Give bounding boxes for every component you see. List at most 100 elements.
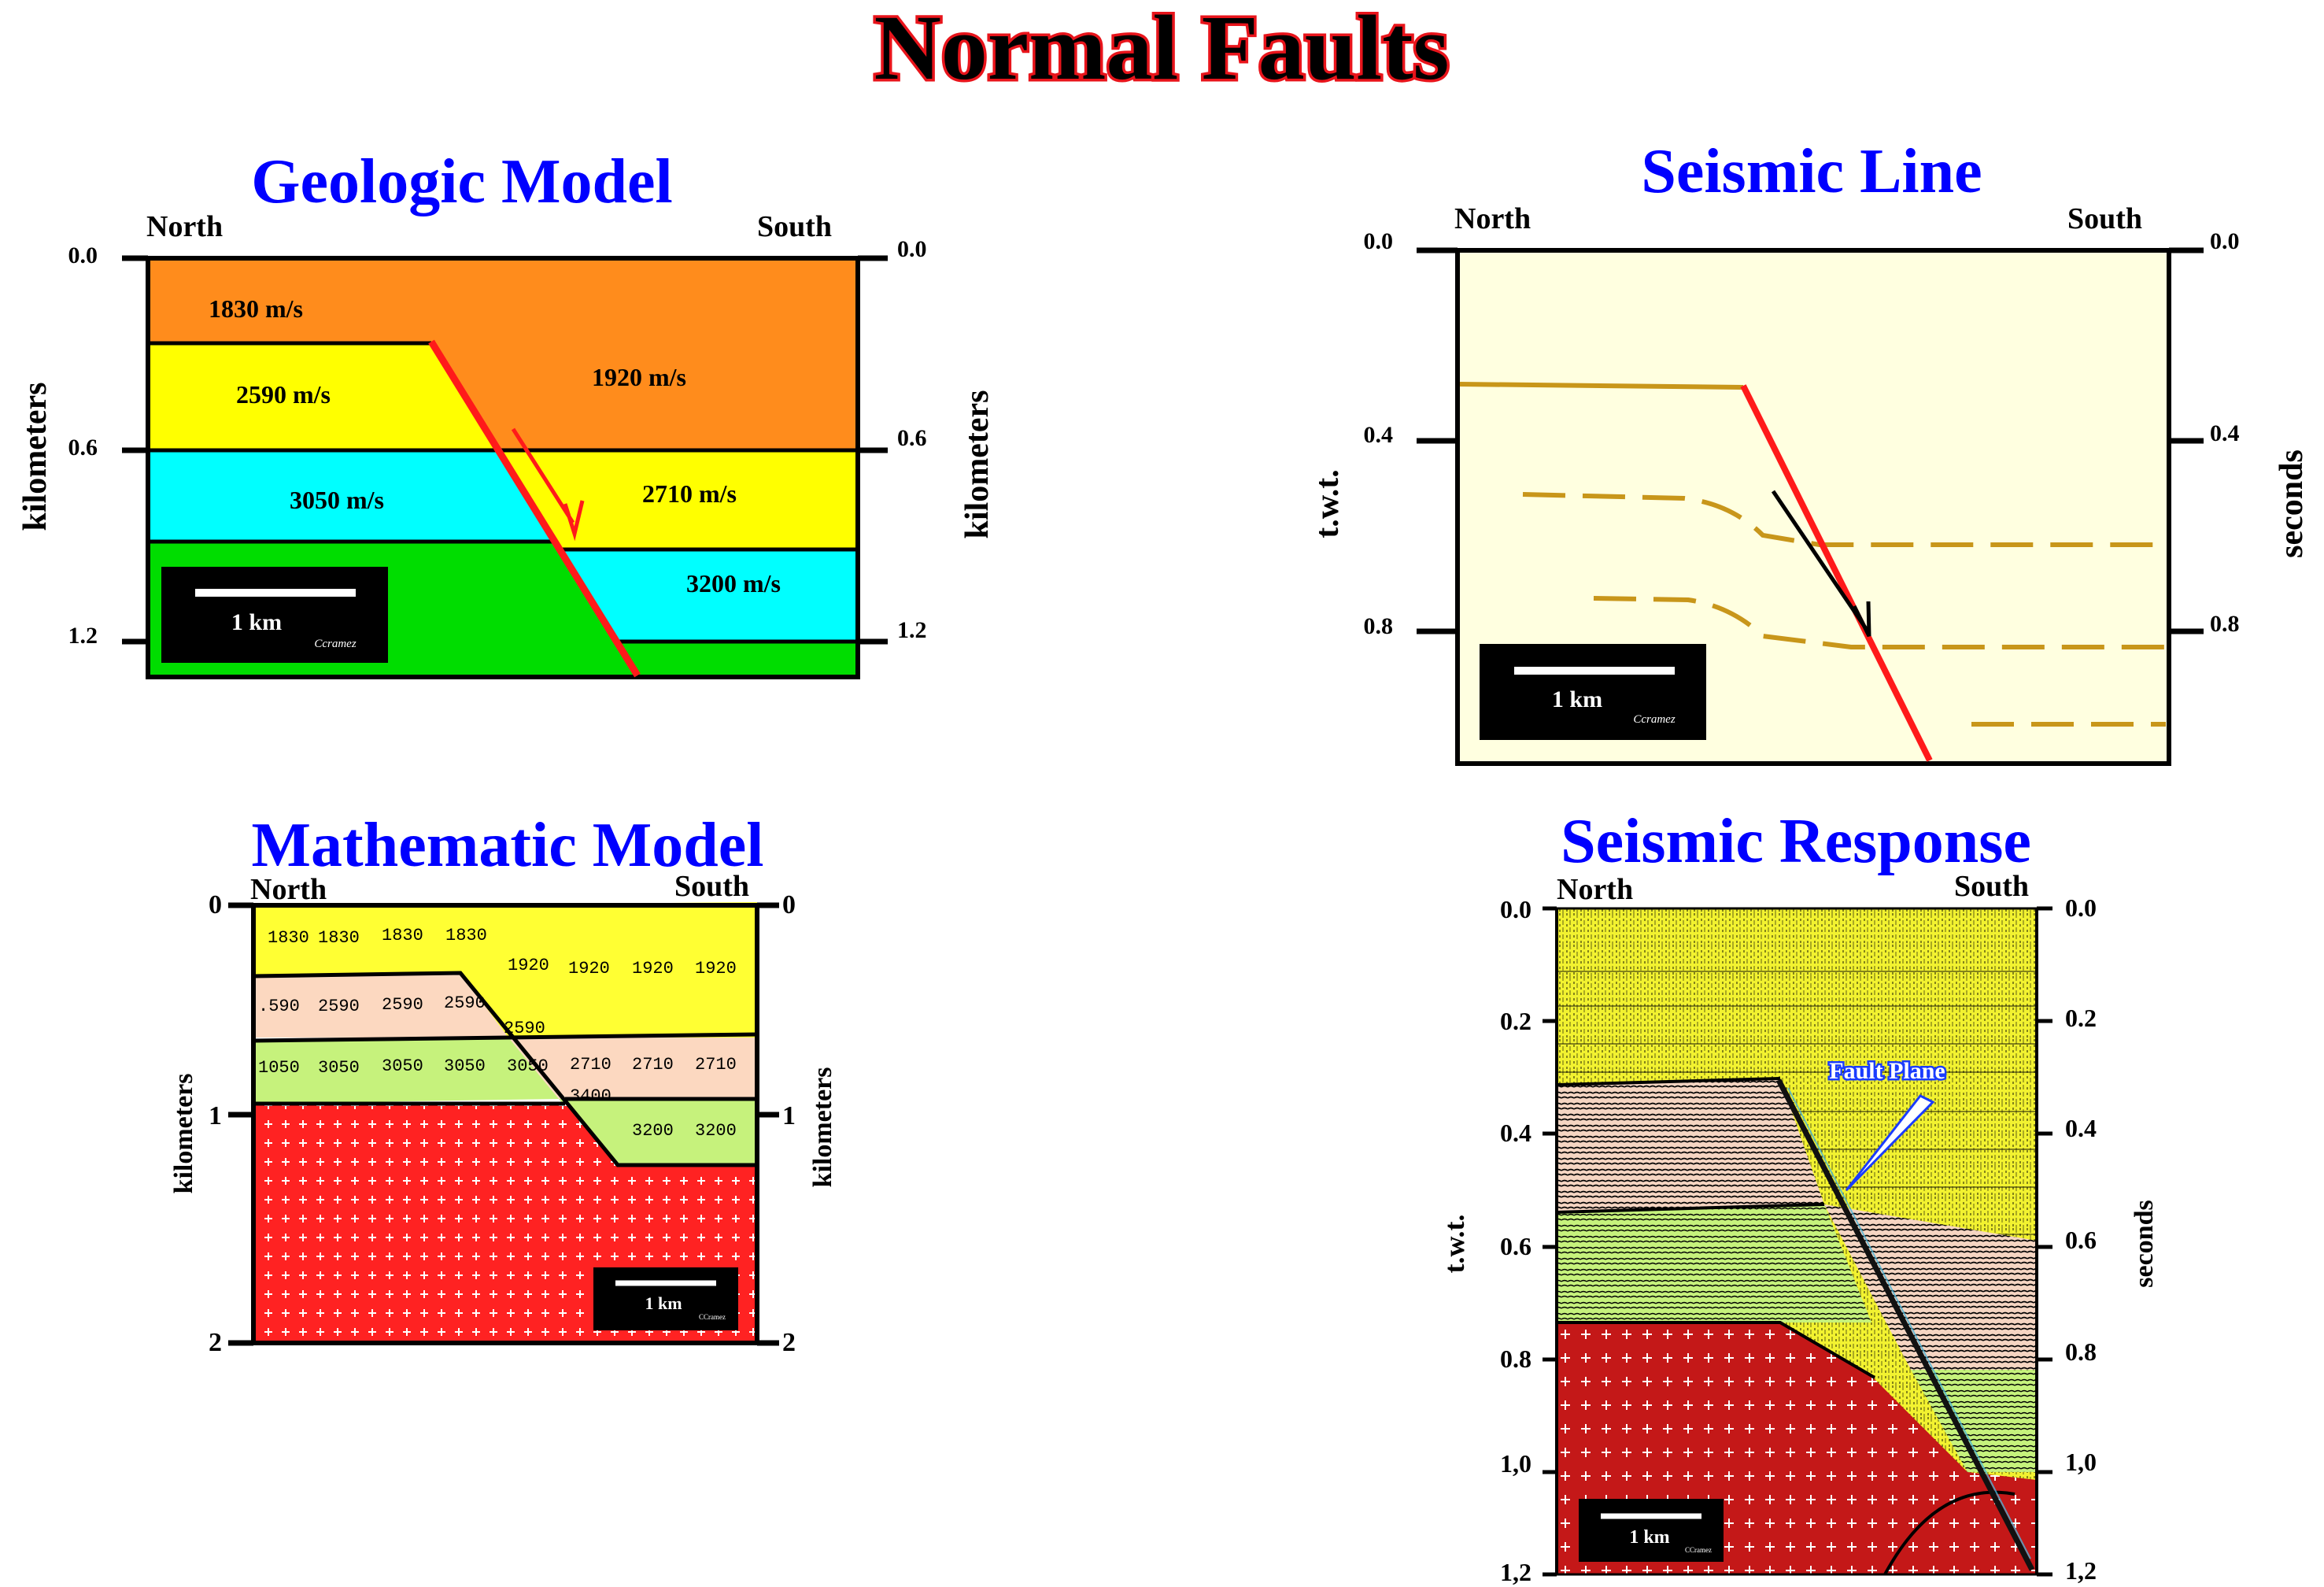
scale-bar-label: 1 km — [645, 1293, 682, 1313]
layer-cyan-north — [148, 450, 552, 542]
velocity-label: 1920 m/s — [592, 363, 686, 391]
layer-cyan-south — [560, 549, 858, 642]
math-value: 2710 — [695, 1055, 737, 1075]
horizon-dashed — [1593, 596, 2166, 649]
right-tick-label: 0.0 — [2210, 228, 2240, 254]
right-tick-label: 1.2 — [897, 617, 927, 643]
credit-label: CCramez — [1685, 1546, 1712, 1554]
left-tick-label: 0.4 — [1500, 1119, 1531, 1147]
math-value: 2710 — [570, 1055, 611, 1075]
left-axis-label: kilometers — [17, 383, 54, 531]
fault-plane-highlight — [1787, 1087, 2031, 1559]
layer-green-south — [615, 642, 858, 677]
velocity-label: 2710 m/s — [642, 479, 737, 508]
math-value: 3400 — [570, 1086, 611, 1106]
left-tick-label: 1.2 — [68, 623, 98, 649]
south-label: South — [757, 210, 832, 243]
math-layer-green-south — [559, 1099, 757, 1165]
math-value: 1830 — [382, 926, 423, 945]
right-tick-label: 0.8 — [2210, 611, 2240, 637]
right-axis-ticks — [858, 255, 888, 645]
math-value: 1830 — [268, 928, 309, 948]
math-value: 1920 — [695, 959, 737, 978]
right-tick-label: 0.4 — [2210, 420, 2240, 446]
left-tick-label: 1,0 — [1500, 1449, 1531, 1478]
right-axis-ticks — [2169, 247, 2204, 634]
left-tick-label: 1 — [209, 1101, 222, 1130]
fault-plane-pointer — [1845, 1094, 1935, 1192]
left-tick-label: 0.2 — [1500, 1007, 1531, 1035]
scale-bar-box — [1579, 1499, 1724, 1562]
geologic-model-title: Geologic Model — [251, 147, 672, 216]
left-tick-label: 0.0 — [68, 242, 98, 268]
right-tick-label: 1,0 — [2065, 1448, 2097, 1476]
horizon-solid — [1459, 382, 1744, 390]
right-tick-label: 1 — [782, 1101, 796, 1130]
right-axis — [2035, 906, 2052, 1577]
math-value: 1830 — [445, 926, 487, 945]
right-tick-label: 0.6 — [2065, 1226, 2097, 1254]
math-value: 3050 — [318, 1058, 360, 1078]
fault-movement-arrow — [1771, 490, 1871, 638]
scale-bar-label: 1 km — [1629, 1527, 1669, 1548]
math-value: 2590 — [504, 1019, 545, 1038]
math-frame — [251, 903, 759, 1345]
right-tick-label: 0.4 — [2065, 1114, 2097, 1142]
right-tick-label: 0.0 — [2065, 893, 2097, 922]
seismic-green-north — [1557, 1204, 1871, 1322]
right-axis-label: kilometers — [808, 1067, 837, 1188]
mathematic-model-title: Mathematic Model — [252, 811, 764, 880]
right-tick-label: 0.2 — [2065, 1004, 2097, 1032]
scale-bar-box — [1480, 644, 1706, 740]
seismic-response-panel: Seismic Response North South Fault Plane… — [1439, 807, 2159, 1586]
math-value: 3050 — [444, 1056, 486, 1076]
scale-bar-label: 1 km — [231, 609, 282, 635]
fault-plane-line — [1775, 1078, 2035, 1571]
math-value: 3050 — [507, 1056, 549, 1076]
velocity-label: 3200 m/s — [686, 569, 781, 597]
main-title: Normal Faults — [874, 0, 1450, 99]
geologic-frame — [146, 256, 860, 679]
horizon-dashed — [1522, 492, 2166, 547]
right-tick-label: 0.6 — [897, 425, 927, 451]
math-layer-boundaries — [253, 971, 758, 1167]
math-value: 2710 — [632, 1055, 674, 1075]
left-axis-ticks — [228, 902, 253, 1346]
south-label: South — [1954, 870, 2029, 903]
hanging-wall-arrow — [511, 427, 585, 542]
north-label: North — [1454, 202, 1531, 235]
north-label: North — [1557, 873, 1633, 906]
left-tick-label: 0.8 — [1500, 1345, 1531, 1373]
math-layer-green-north — [253, 1038, 559, 1104]
fault-line — [1740, 384, 1933, 762]
math-value: 2590 — [318, 997, 360, 1016]
fault-line — [428, 339, 641, 678]
math-value: .590 — [258, 997, 300, 1016]
right-tick-label: 0 — [782, 890, 796, 919]
left-tick-label: 0 — [209, 890, 222, 919]
right-axis-label: seconds — [2130, 1200, 2159, 1287]
math-value: 1920 — [568, 959, 610, 978]
left-tick-label: 0.0 — [1500, 895, 1531, 923]
left-axis-ticks — [1417, 247, 1458, 634]
left-axis — [1543, 906, 1558, 1577]
south-label: South — [674, 870, 749, 903]
layer-yellow-north — [148, 343, 494, 450]
scale-bar-box — [593, 1267, 738, 1330]
left-axis-label: t.w.t. — [1310, 469, 1346, 538]
right-tick-label: 2 — [782, 1328, 796, 1357]
seismic-line-background — [1455, 248, 2171, 766]
scale-bar-label: 1 km — [1552, 686, 1602, 712]
seismic-response-title: Seismic Response — [1561, 807, 2031, 876]
north-label: North — [146, 210, 223, 243]
geologic-model-panel: Geologic Model North South 1830 m/s 2590… — [17, 147, 996, 679]
layer-yellow-south — [494, 450, 858, 549]
right-axis-label: seconds — [2274, 449, 2310, 558]
math-value: 3200 — [695, 1121, 737, 1141]
left-tick-label: 0.0 — [1364, 228, 1394, 254]
north-label: North — [250, 873, 327, 906]
seismic-peach-north — [1557, 1078, 1824, 1212]
right-tick-label: 1,2 — [2065, 1556, 2097, 1585]
math-layer-peach-south — [508, 1038, 757, 1099]
